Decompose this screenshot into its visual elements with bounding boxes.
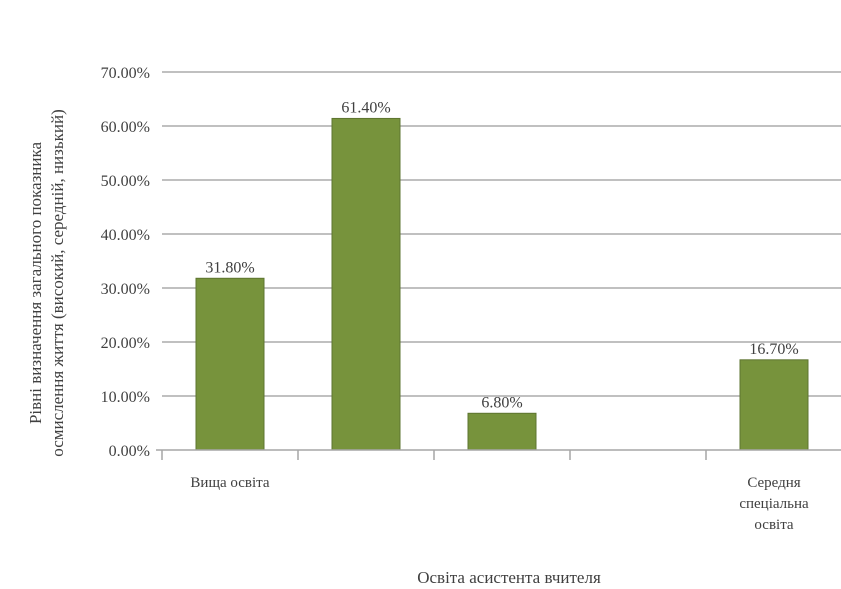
y-tick-label: 30.00%	[101, 281, 150, 298]
bar	[467, 412, 537, 451]
y-tick-label: 10.00%	[101, 389, 150, 406]
x-category-label: Вища освіта	[190, 475, 270, 491]
y-axis-title: Рівні визначення загального показника осм…	[26, 109, 67, 456]
bar	[331, 117, 401, 451]
data-label: 16.70%	[749, 341, 798, 358]
y-axis-title-text: Рівні визначення загального показника осм…	[26, 109, 67, 456]
data-label: 6.80%	[481, 394, 522, 411]
y-tick-label: 50.00%	[101, 173, 150, 190]
x-axis-title: Освіта асистента вчителя	[417, 568, 601, 587]
data-label: 31.80%	[205, 259, 254, 276]
y-tick-label: 0.00%	[109, 443, 150, 460]
x-category-label: Середня спеціальна освіта	[739, 475, 809, 533]
axes	[156, 449, 841, 460]
y-tick-label: 20.00%	[101, 335, 150, 352]
data-labels: 31.80% 61.40% 6.80% 16.70%	[205, 99, 798, 411]
bar	[195, 277, 265, 451]
y-tick-labels: 0.00% 10.00% 20.00% 30.00% 40.00% 50.00% 60.00…	[101, 65, 150, 460]
data-label: 61.40%	[341, 99, 390, 116]
x-category-labels: Вища освіта Середня спеціальна освіта	[190, 475, 809, 533]
gridlines	[162, 71, 841, 397]
y-tick-label: 60.00%	[101, 119, 150, 136]
y-tick-label: 40.00%	[101, 227, 150, 244]
bar	[739, 359, 809, 451]
bars	[195, 117, 809, 451]
y-tick-label: 70.00%	[101, 65, 150, 82]
